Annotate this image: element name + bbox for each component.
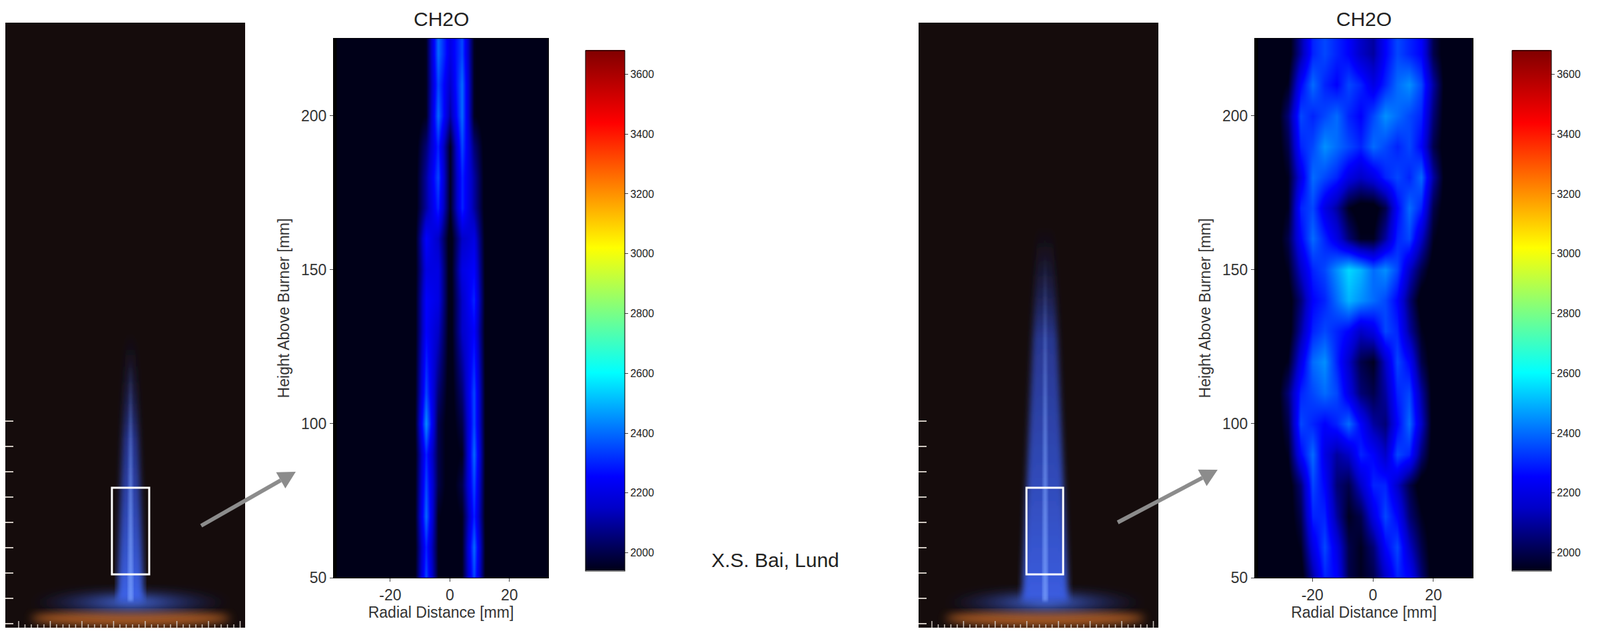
svg-text:20: 20	[1424, 586, 1443, 604]
svg-text:3000: 3000	[630, 247, 655, 260]
svg-text:-20: -20	[1301, 586, 1324, 604]
svg-text:150: 150	[1222, 261, 1248, 279]
svg-text:-20: -20	[379, 586, 401, 604]
svg-text:150: 150	[301, 261, 327, 279]
svg-text:Height Above Burner [mm]: Height Above Burner [mm]	[275, 218, 293, 399]
svg-text:CH2O: CH2O	[413, 7, 469, 30]
svg-text:20: 20	[500, 586, 519, 604]
svg-text:2800: 2800	[630, 307, 655, 320]
svg-text:3600: 3600	[1556, 68, 1581, 80]
svg-text:50: 50	[309, 568, 328, 587]
svg-text:3200: 3200	[630, 188, 655, 200]
svg-text:0: 0	[1368, 586, 1378, 604]
svg-text:2800: 2800	[1556, 307, 1581, 320]
svg-text:3400: 3400	[630, 128, 655, 140]
svg-text:2000: 2000	[630, 546, 655, 559]
svg-text:Height Above Burner [mm]: Height Above Burner [mm]	[1196, 218, 1214, 399]
svg-text:100: 100	[301, 414, 327, 433]
svg-text:3000: 3000	[1556, 247, 1581, 260]
svg-text:2400: 2400	[630, 427, 655, 439]
svg-text:3200: 3200	[1556, 188, 1581, 200]
svg-text:2000: 2000	[1556, 546, 1581, 559]
svg-text:2400: 2400	[1556, 427, 1581, 439]
svg-text:2200: 2200	[1556, 486, 1581, 499]
svg-text:Radial Distance [mm]: Radial Distance [mm]	[368, 603, 515, 621]
svg-text:2600: 2600	[630, 367, 655, 380]
svg-text:200: 200	[301, 107, 327, 125]
svg-text:2200: 2200	[630, 486, 655, 499]
svg-text:200: 200	[1222, 107, 1248, 125]
svg-text:Radial Distance [mm]: Radial Distance [mm]	[1290, 603, 1437, 621]
svg-text:CH2O: CH2O	[1336, 7, 1392, 30]
svg-text:3600: 3600	[630, 68, 655, 80]
svg-text:X.S. Bai, Lund: X.S. Bai, Lund	[711, 548, 840, 571]
svg-text:3400: 3400	[1556, 128, 1581, 140]
svg-text:0: 0	[445, 586, 455, 604]
svg-text:100: 100	[1222, 414, 1248, 433]
svg-text:2600: 2600	[1556, 367, 1581, 380]
svg-text:50: 50	[1230, 568, 1249, 587]
